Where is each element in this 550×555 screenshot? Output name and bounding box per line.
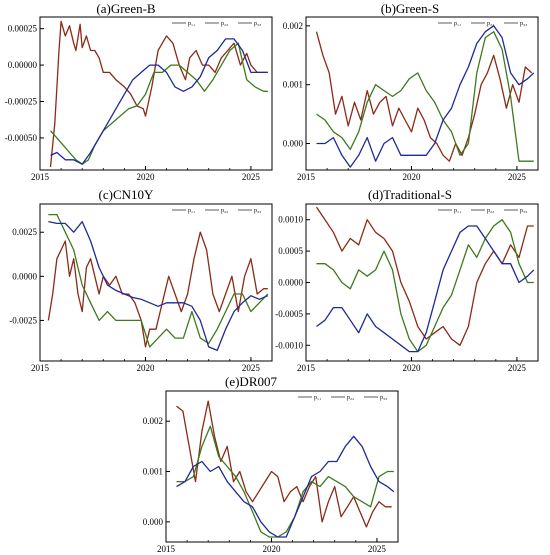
x-tick-label: 2020 [402,172,421,182]
legend-label-3: p₃₃ [254,208,261,214]
y-tick-label: 0.002 [283,21,303,31]
x-tick-label: 2020 [402,363,421,373]
legend-label-1: p₁₁ [454,21,461,27]
chart-title: (b)Green-S [381,1,439,16]
x-tick-label: 2025 [368,544,387,554]
x-tick-label: 2015 [297,363,316,373]
legend-label-2: p₂₂ [221,208,228,214]
x-tick-label: 2020 [262,544,281,554]
series-line-1 [315,31,533,162]
chart-panel-0: (a)Green-B 2015 2020 2025 0.00025 0.00000 -0.0… [5,1,273,182]
plot-frame [39,203,273,362]
series-line-2 [316,31,534,162]
y-tick-label: 0.002 [143,416,163,426]
legend-label-2: p₂₂ [221,21,228,27]
chart-panel-3: (d)Traditional-S 2015 2020 2025 0.0010 0.0005… [275,187,539,373]
y-tick-label: 0.0005 [278,246,303,256]
chart-title: (d)Traditional-S [368,187,452,202]
x-tick-label: 2020 [136,172,155,182]
chart-panel-2: (c)CN10Y 2015 2020 2025 0.0025 0.0000 -0.0025 p… [9,187,273,373]
x-tick-label: 2025 [242,363,261,373]
series-line-2 [48,213,269,348]
legend-label-2: p₂₂ [487,21,494,27]
x-tick-label: 2025 [242,172,261,182]
series-line-1 [176,400,392,528]
plot-frame [165,390,399,543]
legend-label-3: p₃₃ [254,21,261,27]
y-tick-label: 0.001 [283,80,303,90]
series-line-3 [176,435,395,538]
legend-label-3: p₃₃ [520,208,527,214]
series-line-1 [47,231,268,348]
x-tick-label: 2025 [508,363,527,373]
y-tick-label: 0.000 [283,139,304,149]
y-tick-label: 0.0000 [278,278,303,288]
y-tick-label: -0.0025 [9,315,37,325]
legend: p₁₁ p₂₂ p₃₃ [298,395,387,401]
y-tick-label: -0.00050 [5,133,38,143]
series-line-2 [316,219,534,353]
plot-frame [305,203,539,362]
x-tick-label: 2015 [31,172,50,182]
chart-title: (a)Green-B [96,1,156,16]
legend-label-1: p₁₁ [454,208,461,214]
series-line-3 [48,220,269,352]
y-tick-label: 0.000 [143,517,164,527]
series-line-2 [176,425,394,538]
series-line-3 [50,38,268,165]
plot-frame [305,16,539,171]
y-tick-label: 0.0010 [278,215,303,225]
legend: p₁₁ p₂₂ p₃₃ [172,208,261,214]
legend: p₁₁ p₂₂ p₃₃ [438,21,527,27]
y-tick-label: 0.0025 [12,227,37,237]
legend-label-3: p₃₃ [520,21,527,27]
legend: p₁₁ p₂₂ p₃₃ [438,208,527,214]
series-line-1 [49,20,268,168]
y-tick-label: 0.0000 [12,271,37,281]
y-tick-label: -0.0010 [275,340,303,350]
y-tick-label: 0.001 [143,467,163,477]
legend-label-2: p₂₂ [347,395,354,401]
plot-frame [39,16,273,171]
chart-panel-1: (b)Green-S 2015 2020 2025 0.002 0.001 0.000 p₁₁… [283,1,539,182]
legend: p₁₁ p₂₂ p₃₃ [172,21,261,27]
legend-label-1: p₁₁ [188,21,195,27]
series-line-3 [316,225,535,353]
legend-label-2: p₂₂ [487,208,494,214]
y-tick-label: -0.0005 [275,309,303,319]
y-tick-label: 0.00025 [8,24,38,34]
y-tick-label: -0.00025 [5,97,38,107]
series-line-3 [316,25,535,168]
legend-label-1: p₁₁ [188,208,195,214]
chart-title: (e)DR007 [225,374,277,389]
x-tick-label: 2020 [136,363,155,373]
series-line-1 [315,206,534,346]
legend-label-1: p₁₁ [314,395,321,401]
x-tick-label: 2025 [508,172,527,182]
chart-title: (c)CN10Y [99,187,154,202]
x-tick-label: 2015 [31,363,50,373]
legend-label-3: p₃₃ [380,395,387,401]
x-tick-label: 2015 [157,544,176,554]
chart-panel-4: (e)DR007 2015 2020 2025 0.002 0.001 0.000 p₁₁ p₂… [143,374,399,554]
y-tick-label: 0.00000 [8,60,38,70]
series-line-2 [50,42,268,165]
x-tick-label: 2015 [297,172,316,182]
